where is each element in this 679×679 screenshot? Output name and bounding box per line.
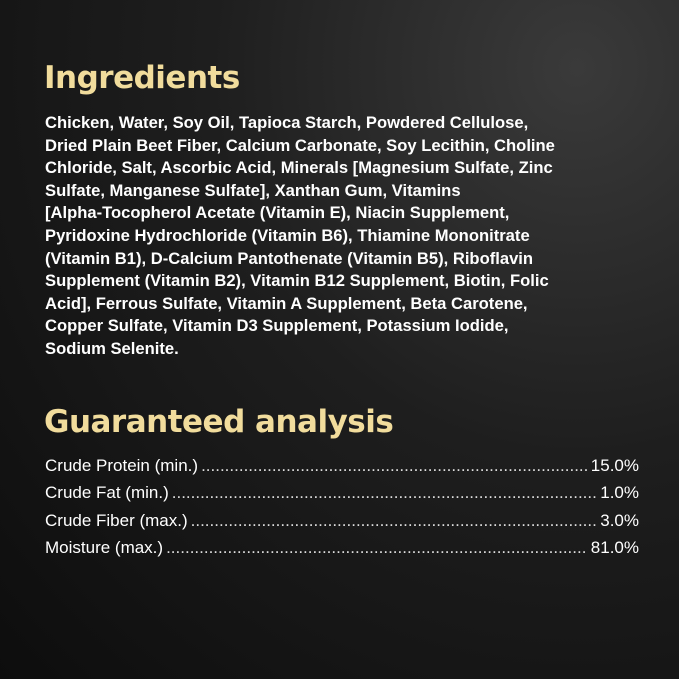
analysis-label: Crude Protein (min.) [45,456,199,475]
analysis-row: Crude Fat (min.) 1.0% [45,483,639,510]
analysis-value: 81.0% [590,537,639,557]
guaranteed-analysis-table: Crude Protein (min.) 15.0% Crude Fat (mi… [45,456,639,565]
analysis-value: 15.0% [590,456,639,475]
analysis-row: Crude Protein (min.) 15.0% [45,456,639,483]
ingredients-line: [Alpha-Tocopherol Acetate (Vitamin E), N… [45,203,510,223]
ingredients-line: Chloride, Salt, Ascorbic Acid, Minerals … [45,158,553,178]
ingredients-line: (Vitamin B1), D-Calcium Pantothenate (Vi… [45,248,534,268]
ingredients-line: Pyridoxine Hydrochloride (Vitamin B6), T… [45,225,530,245]
analysis-row: Crude Fiber (max.) 3.0% [45,511,639,538]
ingredients-heading: Ingredients [44,60,240,96]
ingredients-line: Copper Sulfate, Vitamin D3 Supplement, P… [45,316,509,336]
analysis-label: Crude Fiber (max.) [45,510,188,530]
ingredients-line: Sodium Selenite. [45,338,179,358]
ingredients-list: Chicken, Water, Soy Oil, Tapioca Starch,… [45,112,665,361]
dot-leader [166,538,588,558]
analysis-value: 1.0% [600,483,639,503]
analysis-row: Moisture (max.) 81.0% [45,538,639,565]
dot-leader [201,456,588,476]
ingredients-line: Dried Plain Beet Fiber, Calcium Carbonat… [45,135,555,155]
guaranteed-analysis-heading: Guaranteed analysis [44,404,394,440]
dot-leader [172,483,598,503]
dot-leader [191,511,598,531]
ingredients-line: Supplement (Vitamin B2), Vitamin B12 Sup… [45,271,549,291]
ingredients-line: Chicken, Water, Soy Oil, Tapioca Starch,… [45,113,529,132]
analysis-label: Moisture (max.) [45,537,164,557]
ingredients-line: Sulfate, Manganese Sulfate], Xanthan Gum… [45,180,461,200]
analysis-value: 3.0% [600,510,639,530]
analysis-label: Crude Fat (min.) [45,483,169,503]
ingredients-line: Acid], Ferrous Sulfate, Vitamin A Supple… [45,293,528,313]
